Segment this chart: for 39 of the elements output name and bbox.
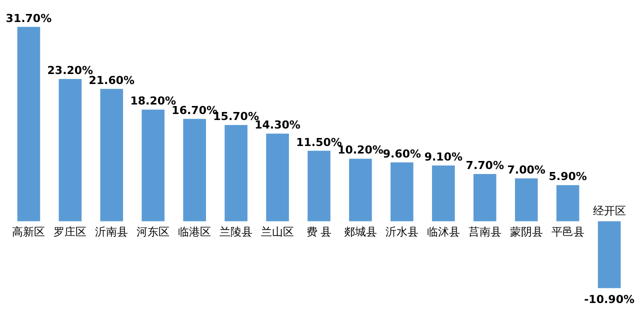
- x-tick-label: 平邑县: [551, 225, 584, 238]
- x-tick-label: 蒙阴县: [510, 225, 543, 238]
- bar: [224, 125, 248, 222]
- bar: [556, 185, 580, 222]
- x-tick-label: 临沭县: [426, 225, 460, 238]
- x-tick-label: 兰陵县: [220, 225, 253, 238]
- data-label: 7.00%: [507, 163, 546, 176]
- bar: [142, 110, 165, 222]
- x-tick-label: 河东区: [136, 225, 170, 238]
- bar: [183, 118, 206, 222]
- bar: [514, 178, 538, 222]
- data-label: -10.90%: [584, 293, 634, 306]
- x-tick-label: 高新区: [12, 225, 46, 238]
- data-label: 7.70%: [466, 159, 504, 172]
- x-tick-label: 罗庄区: [54, 225, 87, 238]
- bar: [308, 150, 330, 222]
- x-tick-label: 郯城县: [344, 225, 377, 238]
- bar: [17, 26, 40, 222]
- bar: [58, 79, 82, 222]
- bar: [473, 174, 496, 222]
- x-tick-label: 临港区: [178, 225, 212, 238]
- bar: [100, 88, 124, 222]
- x-tick-label: 莒南县: [468, 225, 502, 238]
- x-tick-label: 沂水县: [385, 225, 418, 238]
- data-label: 9.10%: [424, 150, 462, 164]
- bar: [349, 158, 372, 222]
- x-tick-label: 费 县: [306, 225, 332, 238]
- data-label: 9.60%: [382, 147, 422, 160]
- data-label: 14.30%: [254, 118, 300, 132]
- x-tick-label: 兰山区: [261, 225, 294, 238]
- x-tick-label: 沂南县: [95, 225, 128, 238]
- bar: [266, 134, 289, 222]
- x-tick-label: 经开区: [592, 204, 626, 218]
- data-label: 31.70%: [6, 12, 52, 25]
- bar: [390, 162, 414, 222]
- data-label: 21.60%: [88, 74, 135, 87]
- bar: [432, 165, 455, 222]
- data-label: 5.90%: [548, 170, 587, 184]
- bar: [598, 221, 621, 288]
